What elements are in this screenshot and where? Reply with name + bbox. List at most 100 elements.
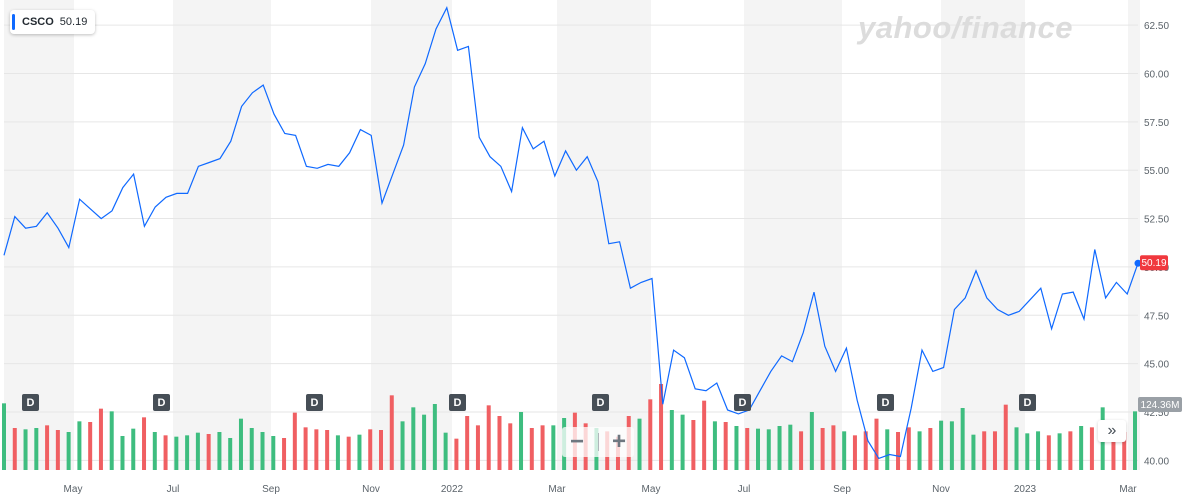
x-tick-label: Nov bbox=[932, 484, 950, 495]
volume-bar bbox=[712, 421, 717, 470]
volume-bar bbox=[702, 400, 707, 470]
volume-bar bbox=[314, 429, 319, 470]
dividend-marker[interactable]: D bbox=[306, 394, 323, 411]
scroll-to-latest-button[interactable]: » bbox=[1098, 420, 1126, 442]
dividend-marker[interactable]: D bbox=[153, 394, 170, 411]
volume-bar bbox=[368, 429, 373, 470]
y-tick-label: 62.50 bbox=[1144, 21, 1169, 32]
volume-bar bbox=[906, 427, 911, 470]
volume-bar bbox=[206, 434, 211, 470]
volume-bar bbox=[422, 414, 427, 470]
x-tick-label: May bbox=[642, 484, 661, 495]
volume-bar bbox=[400, 421, 405, 470]
volume-bar bbox=[842, 431, 847, 470]
ticker-chip[interactable]: CSCO 50.19 bbox=[10, 10, 96, 34]
volume-bar bbox=[551, 425, 556, 470]
volume-badge bbox=[1138, 397, 1182, 412]
month-band bbox=[941, 0, 1025, 470]
dividend-marker[interactable]: D bbox=[592, 394, 609, 411]
x-tick-label: Mar bbox=[1119, 484, 1137, 495]
volume-bar bbox=[163, 435, 168, 470]
volume-bar bbox=[152, 432, 157, 470]
volume-bar bbox=[949, 421, 954, 470]
volume-bar bbox=[45, 425, 50, 470]
dividend-marker[interactable]: D bbox=[1019, 394, 1036, 411]
volume-bar bbox=[357, 434, 362, 470]
dividend-marker[interactable]: D bbox=[22, 394, 39, 411]
dividend-marker[interactable]: D bbox=[449, 394, 466, 411]
volume-bar bbox=[77, 421, 82, 470]
volume-bar bbox=[23, 429, 28, 470]
x-tick-label: Sep bbox=[833, 484, 851, 495]
month-band bbox=[1128, 0, 1140, 470]
volume-bar bbox=[809, 412, 814, 470]
y-tick-label: 52.50 bbox=[1144, 215, 1169, 226]
volume-bar bbox=[540, 425, 545, 470]
volume-bar bbox=[637, 418, 642, 470]
volume-bar bbox=[939, 420, 944, 470]
volume-bar bbox=[475, 425, 480, 470]
zoom-out-button[interactable]: − bbox=[569, 428, 584, 455]
volume-bar bbox=[271, 436, 276, 470]
month-band bbox=[557, 0, 651, 470]
volume-bar bbox=[874, 418, 879, 470]
volume-bar bbox=[346, 436, 351, 470]
volume-bar bbox=[1079, 426, 1084, 470]
volume-bar bbox=[497, 416, 502, 470]
volume-bar bbox=[1133, 411, 1137, 470]
x-tick-label: Mar bbox=[548, 484, 566, 495]
x-tick-label: 2022 bbox=[441, 484, 464, 495]
y-tick-label: 47.50 bbox=[1144, 311, 1169, 322]
month-band bbox=[4, 0, 74, 470]
volume-bar bbox=[669, 410, 674, 470]
volume-bar bbox=[1089, 427, 1094, 470]
y-tick-label: 55.00 bbox=[1144, 166, 1169, 177]
volume-bar bbox=[1122, 432, 1127, 470]
volume-bar bbox=[1025, 433, 1030, 470]
volume-bar bbox=[195, 432, 200, 470]
zoom-separator bbox=[597, 433, 599, 451]
volume-bar bbox=[788, 424, 793, 470]
y-tick-label: 42.50 bbox=[1144, 408, 1169, 419]
volume-bar bbox=[756, 428, 760, 470]
volume-bar bbox=[863, 431, 868, 470]
volume-bar bbox=[896, 432, 901, 470]
volume-bar bbox=[831, 425, 836, 470]
volume-bar bbox=[691, 420, 696, 470]
volume-bar bbox=[34, 428, 39, 470]
volume-bar bbox=[174, 436, 179, 470]
volume-bar bbox=[960, 408, 965, 470]
volume-bar bbox=[325, 430, 330, 470]
x-tick-label: Jul bbox=[738, 484, 751, 495]
last-price-badge bbox=[1140, 255, 1168, 271]
volume-bar bbox=[723, 422, 728, 470]
volume-bar bbox=[55, 430, 60, 470]
volume-bar bbox=[88, 422, 93, 470]
zoom-control: − + bbox=[562, 427, 634, 457]
x-tick-label: Jul bbox=[167, 484, 180, 495]
volume-bar bbox=[249, 428, 254, 470]
dividend-marker[interactable]: D bbox=[877, 394, 894, 411]
double-chevron-right-icon: » bbox=[1107, 422, 1117, 439]
zoom-in-button[interactable]: + bbox=[611, 428, 626, 455]
x-tick-label: Nov bbox=[362, 484, 380, 495]
last-price-label: 50.19 bbox=[1141, 258, 1166, 269]
last-price-point[interactable] bbox=[1134, 259, 1142, 267]
volume-bar bbox=[389, 395, 394, 470]
volume-bar bbox=[1046, 435, 1051, 470]
ticker-price: 50.19 bbox=[59, 16, 88, 28]
price-line bbox=[3, 6, 1139, 460]
volume-bar bbox=[98, 408, 103, 470]
volume-bar bbox=[260, 432, 265, 470]
brand-logo: yahoo/finance bbox=[858, 10, 1073, 45]
volume-bar bbox=[282, 438, 287, 470]
volume-bar bbox=[142, 417, 147, 470]
dividend-marker[interactable]: D bbox=[734, 394, 751, 411]
volume-bar bbox=[335, 435, 340, 470]
volume-bar bbox=[217, 432, 222, 470]
x-tick-label: May bbox=[64, 484, 83, 495]
volume-bar bbox=[519, 412, 524, 470]
y-tick-label: 57.50 bbox=[1144, 118, 1169, 129]
